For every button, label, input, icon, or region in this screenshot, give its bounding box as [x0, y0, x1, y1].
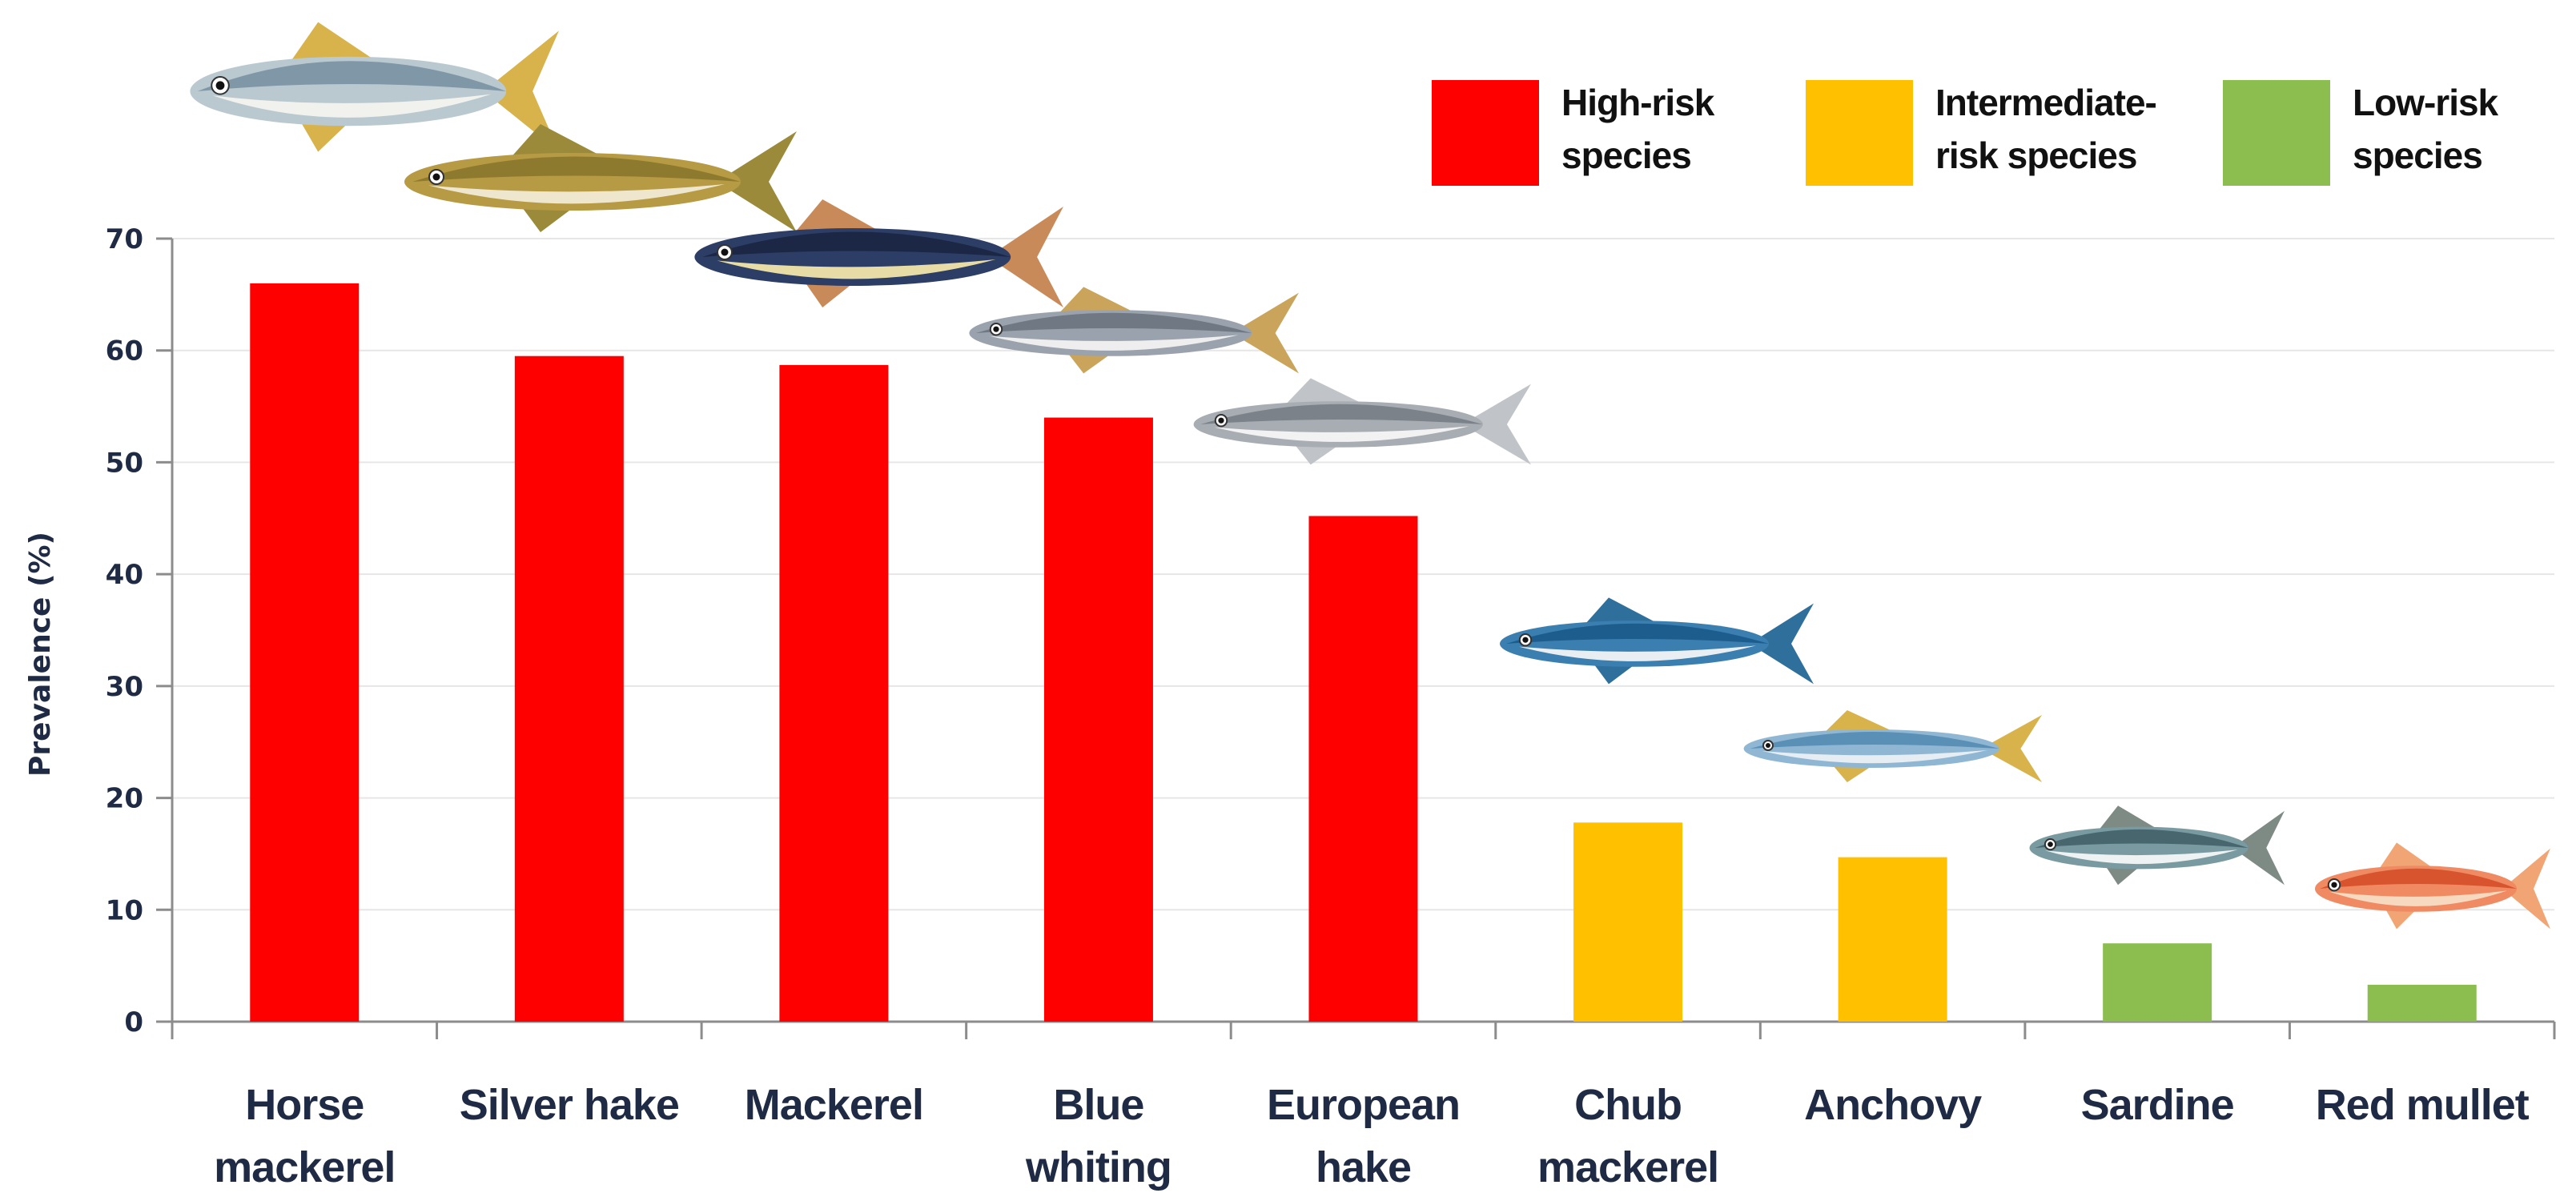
y-axis: 0 10 20 30 40 50 60 70 Prevalence (%)	[24, 223, 174, 1038]
y-tick-label: 40	[106, 559, 143, 591]
legend-label: High-risk species	[1561, 82, 1715, 176]
chub-mackerel-icon	[1500, 597, 1814, 685]
x-tick-label: Anchovy	[1804, 1081, 1982, 1129]
x-tick-label: Blue whiting	[1025, 1081, 1171, 1191]
y-tick-label: 50	[106, 447, 143, 479]
red-mullet-icon	[2315, 842, 2550, 930]
bar	[250, 283, 360, 1022]
legend-item-intermediate: Intermediate-risk species	[1806, 80, 2157, 186]
horse-mackerel-icon	[190, 22, 559, 152]
sardine-icon	[2029, 805, 2285, 886]
anchovy-icon	[1743, 710, 2042, 782]
bar	[779, 364, 889, 1022]
bar	[1573, 822, 1683, 1022]
y-tick-label: 30	[106, 671, 143, 703]
x-tick-label: Chub mackerel	[1537, 1081, 1718, 1191]
blue-whiting-icon	[969, 287, 1299, 374]
y-tick-label: 0	[124, 1006, 143, 1038]
bar	[1308, 516, 1418, 1022]
x-tick-label: Horse mackerel	[214, 1081, 395, 1191]
bars	[250, 283, 2477, 1022]
bar	[2103, 943, 2212, 1022]
y-tick-label: 20	[106, 783, 143, 815]
legend-swatch	[2223, 80, 2330, 186]
bar	[1043, 417, 1153, 1022]
legend-swatch	[1432, 80, 1539, 186]
european-hake-icon	[1193, 378, 1531, 465]
legend: High-risk species Intermediate-risk specie…	[1432, 80, 2500, 186]
x-tick-label: European hake	[1267, 1081, 1460, 1191]
x-tick-label: Silver hake	[460, 1081, 679, 1129]
y-axis-label: Prevalence (%)	[24, 532, 57, 777]
x-tick-label: Mackerel	[745, 1081, 923, 1129]
x-tick-label: Sardine	[2081, 1081, 2234, 1129]
bar	[2367, 984, 2477, 1022]
mackerel-icon	[694, 199, 1063, 307]
y-tick-label: 60	[106, 335, 143, 368]
legend-label: Low-risk species	[2353, 82, 2499, 176]
legend-label: Intermediate-risk species	[1935, 82, 2156, 176]
legend-swatch	[1806, 80, 1913, 186]
x-axis: Horse mackerel Silver hake Mackerel Blue whit…	[171, 1020, 2556, 1191]
silver-hake-icon	[404, 124, 797, 232]
bar	[514, 355, 624, 1022]
bar	[1838, 857, 1947, 1022]
x-tick-label: Red mullet	[2316, 1081, 2530, 1129]
legend-item-low: Low-risk species	[2223, 80, 2500, 186]
y-tick-label: 70	[106, 223, 143, 255]
legend-item-high: High-risk species	[1432, 80, 1716, 186]
y-tick-label: 10	[106, 894, 143, 926]
